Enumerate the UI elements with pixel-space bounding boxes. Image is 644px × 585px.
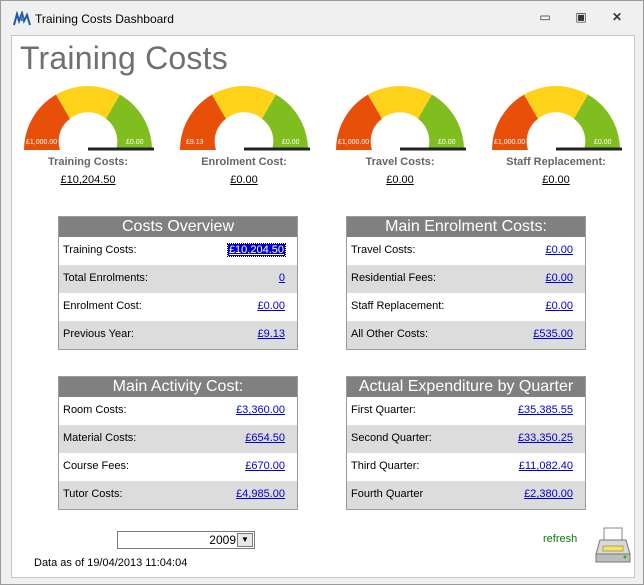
gauge-dial: £9.13 £0.00 <box>180 86 310 151</box>
gauge-scale-max: £0.00 <box>126 139 144 146</box>
row-label: Residential Fees: <box>351 272 436 284</box>
table-row: First Quarter: £35,385.55 <box>347 397 585 425</box>
gauge-scale-min: £1,000.00 <box>26 139 57 146</box>
table-row: Fourth Quarter £2,380.00 <box>347 481 585 509</box>
table-row: Second Quarter: £33,350.25 <box>347 425 585 453</box>
table-row: Material Costs: £654.50 <box>59 425 297 453</box>
table-row: Training Costs: £10,204.50 <box>59 237 297 265</box>
minimize-button[interactable]: ▭ <box>539 10 551 24</box>
row-value-link[interactable]: £10,204.50 <box>226 243 287 257</box>
row-value-link[interactable]: £0.00 <box>545 272 573 284</box>
printer-icon[interactable] <box>594 526 632 566</box>
gauge-value: £0.00 <box>386 174 414 186</box>
row-label: Staff Replacement: <box>351 300 445 312</box>
gauge-scale-max: £0.00 <box>438 139 456 146</box>
row-label: Fourth Quarter <box>351 488 424 500</box>
row-value-link[interactable]: £0.00 <box>545 244 573 256</box>
app-logo-icon <box>13 11 31 26</box>
data-timestamp: Data as of 19/04/2013 11:04:04 <box>34 557 188 569</box>
row-label: Travel Costs: <box>351 244 416 256</box>
table-row: Enrolment Cost: £0.00 <box>59 293 297 321</box>
row-value-link[interactable]: £35,385.55 <box>517 404 573 416</box>
close-button[interactable]: ✕ <box>611 10 623 24</box>
title-bar: Training Costs Dashboard ▭ ▣ ✕ <box>1 1 643 35</box>
year-value: 2009 <box>209 533 236 547</box>
row-label: Training Costs: <box>63 244 137 256</box>
table-row: Room Costs: £3,360.00 <box>59 397 297 425</box>
table-row: Total Enrolments: 0 <box>59 265 297 293</box>
row-value-link[interactable]: £2,380.00 <box>524 488 573 500</box>
gauge-dial: £1,000.00 £0.00 <box>492 86 622 151</box>
gauge-value: £10,204.50 <box>60 174 116 186</box>
row-label: Total Enrolments: <box>63 272 148 284</box>
window-title: Training Costs Dashboard <box>35 12 174 26</box>
row-value-link[interactable]: £33,350.25 <box>517 432 573 444</box>
row-label: Material Costs: <box>63 432 137 444</box>
gauge-dial: £1,000.00 £0.00 <box>24 86 154 151</box>
row-label: Course Fees: <box>63 460 130 472</box>
row-value-link[interactable]: £0.00 <box>257 300 285 312</box>
year-dropdown[interactable]: 2009 ▼ <box>117 531 255 549</box>
gauge-enrolment-cost: £9.13 £0.00 Enrolment Cost: £0.00 <box>178 86 310 186</box>
table-row: Third Quarter: £11,082.40 <box>347 453 585 481</box>
gauge-label: Enrolment Cost: <box>201 156 287 168</box>
panel-title: Main Enrolment Costs: <box>347 217 585 237</box>
gauge-scale-min: £9.13 <box>186 139 204 146</box>
table-row: Course Fees: £670.00 <box>59 453 297 481</box>
row-value-link[interactable]: £4,985.00 <box>236 488 285 500</box>
gauge-staff-replacement: £1,000.00 £0.00 Staff Replacement: £0.00 <box>490 86 622 186</box>
row-value-link[interactable]: £535.00 <box>533 328 573 340</box>
panel-main-activity-cost: Main Activity Cost: Room Costs: £3,360.0… <box>58 376 298 510</box>
panel-expenditure-by-quarter: Actual Expenditure by Quarter First Quar… <box>346 376 586 510</box>
row-label: Room Costs: <box>63 404 127 416</box>
maximize-button[interactable]: ▣ <box>575 10 587 24</box>
table-row: Tutor Costs: £4,985.00 <box>59 481 297 509</box>
gauge-scale-max: £0.00 <box>282 139 300 146</box>
gauge-travel-costs: £1,000.00 £0.00 Travel Costs: £0.00 <box>334 86 466 186</box>
gauge-label: Training Costs: <box>47 156 129 168</box>
gauge-label: Staff Replacement: <box>506 156 606 168</box>
row-label: Previous Year: <box>63 328 134 340</box>
row-label: Tutor Costs: <box>63 488 123 500</box>
panel-main-enrolment-costs: Main Enrolment Costs: Travel Costs: £0.0… <box>346 216 586 350</box>
row-value-link[interactable]: £11,082.40 <box>518 460 573 472</box>
table-row: Travel Costs: £0.00 <box>347 237 585 265</box>
refresh-link[interactable]: refresh <box>543 533 578 545</box>
gauge-training-costs: £1,000.00 £0.00 Training Costs: £10,204.… <box>22 86 154 186</box>
gauge-label: Travel Costs: <box>365 156 435 168</box>
gauge-dial: £1,000.00 £0.00 <box>336 86 466 151</box>
row-value-link[interactable]: £9.13 <box>257 328 285 340</box>
row-label: First Quarter: <box>351 404 416 416</box>
gauge-scale-min: £1,000.00 <box>494 139 525 146</box>
row-value-link[interactable]: 0 <box>278 272 285 284</box>
row-value-link[interactable]: £670.00 <box>245 460 285 472</box>
row-label: Enrolment Cost: <box>63 300 142 312</box>
row-value-link[interactable]: £3,360.00 <box>236 404 285 416</box>
table-row: Previous Year: £9.13 <box>59 321 297 349</box>
page-title: Training Costs <box>20 40 228 76</box>
row-label: Second Quarter: <box>351 432 432 444</box>
chevron-down-icon[interactable]: ▼ <box>237 533 253 547</box>
table-row: All Other Costs: £535.00 <box>347 321 585 349</box>
row-value-link[interactable]: £0.00 <box>545 300 573 312</box>
row-label: Third Quarter: <box>351 460 420 472</box>
panel-title: Costs Overview <box>59 217 297 237</box>
table-row: Staff Replacement: £0.00 <box>347 293 585 321</box>
row-label: All Other Costs: <box>351 328 429 340</box>
row-value-link[interactable]: £654.50 <box>245 432 285 444</box>
gauge-value: £0.00 <box>230 174 258 186</box>
gauge-scale-max: £0.00 <box>594 139 612 146</box>
gauge-value: £0.00 <box>542 174 570 186</box>
gauge-scale-min: £1,000.00 <box>338 139 369 146</box>
panel-title: Actual Expenditure by Quarter <box>347 377 585 397</box>
dashboard-content: Training Costs £1,000.00 £0.00 Training … <box>11 35 635 578</box>
panel-costs-overview: Costs Overview Training Costs: £10,204.5… <box>58 216 298 350</box>
table-row: Residential Fees: £0.00 <box>347 265 585 293</box>
panel-title: Main Activity Cost: <box>59 377 297 397</box>
